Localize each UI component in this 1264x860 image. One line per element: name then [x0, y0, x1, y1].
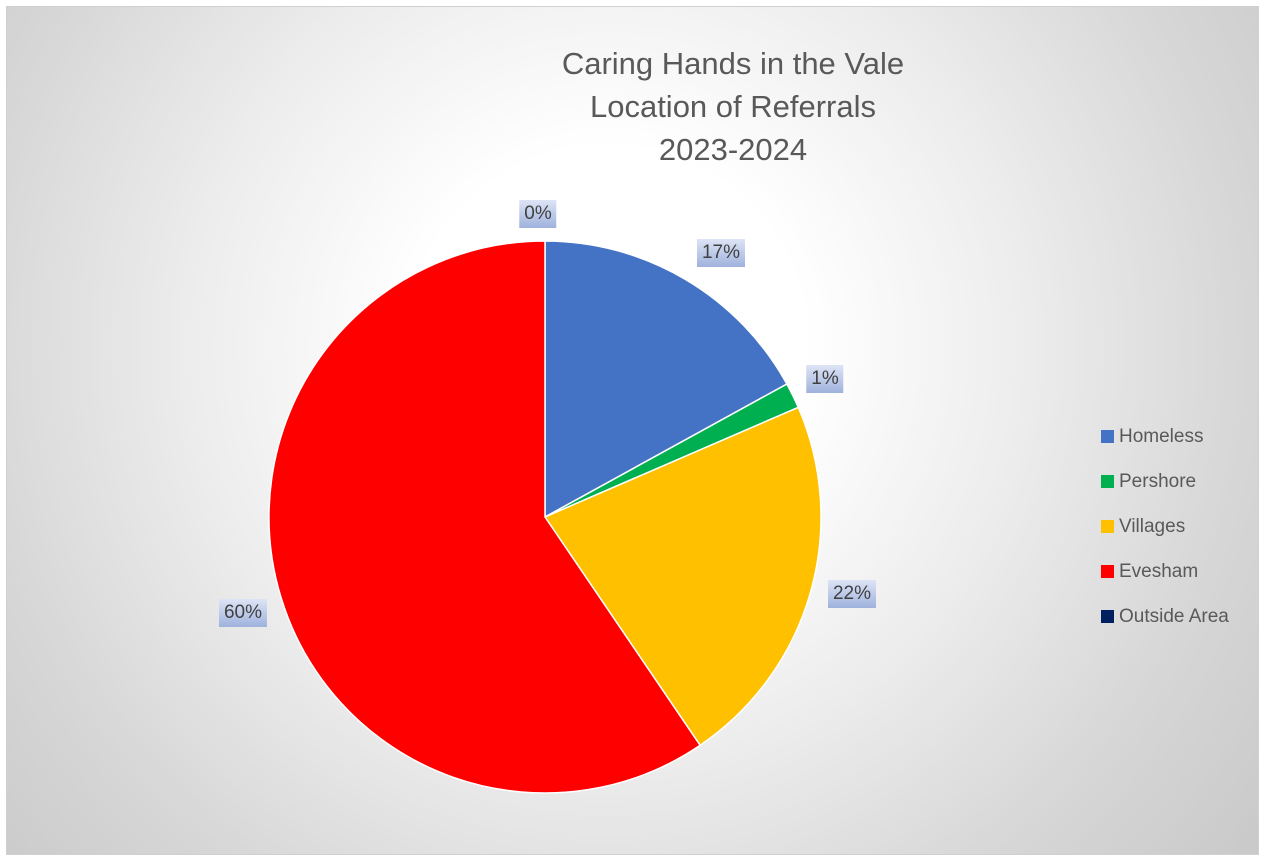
legend-label-villages: Villages: [1119, 515, 1186, 537]
chart-title-line-2: Location of Referrals: [589, 89, 877, 124]
legend-item-villages: Villages: [1101, 504, 1229, 549]
legend-item-pershore: Pershore: [1101, 459, 1229, 504]
legend: Homeless Pershore Villages Evesham Outside A…: [1101, 414, 1229, 639]
data-label-outside-area: 0%: [519, 200, 557, 228]
legend-item-outside-area: Outside Area: [1101, 594, 1229, 639]
legend-swatch-villages: [1101, 520, 1114, 533]
chart-title-line-1: Caring Hands in the Vale: [561, 46, 905, 81]
legend-swatch-pershore: [1101, 475, 1114, 488]
chart-title: Caring Hands in the Vale Location of Ref…: [433, 42, 1033, 171]
data-label-homeless: 17%: [696, 239, 746, 267]
legend-swatch-homeless: [1101, 430, 1114, 443]
data-label-villages: 22%: [827, 580, 877, 608]
legend-swatch-outside-area: [1101, 610, 1114, 623]
pie-slice-homeless: [544, 240, 788, 519]
legend-label-outside-area: Outside Area: [1119, 605, 1229, 627]
chart-area: Caring Hands in the Vale Location of Ref…: [6, 6, 1259, 855]
pie-slice-evesham: [268, 240, 702, 794]
legend-swatch-evesham: [1101, 565, 1114, 578]
legend-label-evesham: Evesham: [1119, 560, 1199, 582]
pie-slice-villages: [543, 406, 822, 747]
data-label-pershore: 1%: [806, 365, 844, 393]
legend-item-evesham: Evesham: [1101, 549, 1229, 594]
pie-plot: [268, 240, 822, 794]
legend-label-pershore: Pershore: [1119, 470, 1197, 492]
data-label-evesham: 60%: [218, 599, 268, 627]
chart-title-line-3: 2023-2024: [658, 132, 808, 167]
legend-item-homeless: Homeless: [1101, 414, 1229, 459]
legend-label-homeless: Homeless: [1119, 425, 1204, 447]
